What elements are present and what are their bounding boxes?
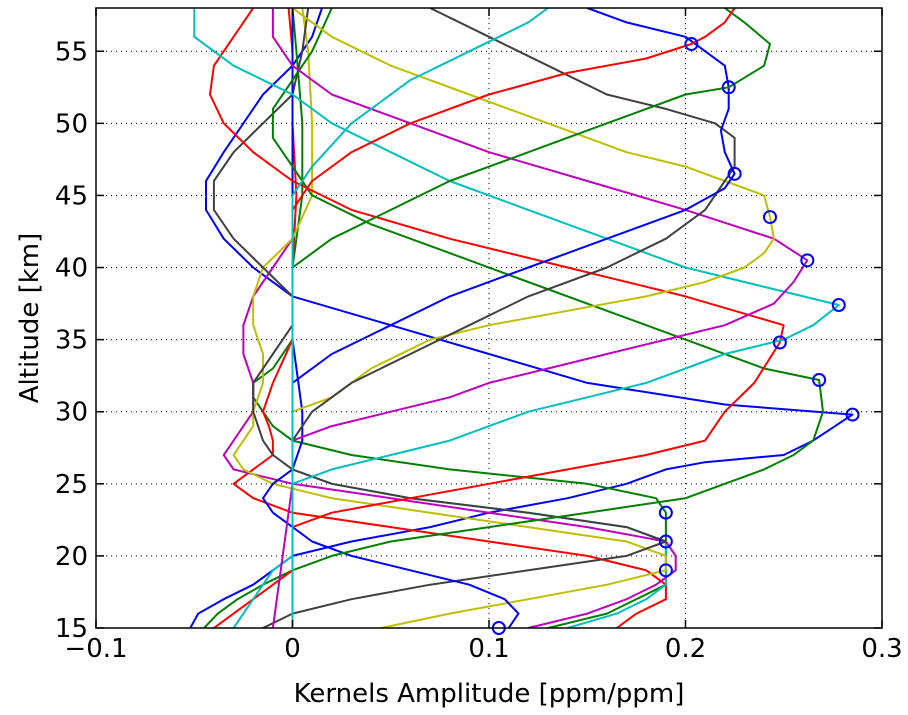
peak-marker-1 — [845, 407, 860, 422]
y-tick-label-4: 35 — [55, 326, 88, 356]
peak-marker-16 — [721, 80, 736, 95]
x-tick-label-0: −0.1 — [64, 634, 127, 664]
peak-marker-2 — [658, 505, 673, 520]
series-group — [189, 8, 854, 628]
peak-marker-10 — [772, 335, 787, 350]
y-tick-label-1: 20 — [55, 542, 88, 572]
kernel-line-13 — [291, 8, 775, 628]
peak-marker-17 — [684, 37, 699, 52]
y-axis-label: Altitude [km] — [15, 233, 45, 404]
x-tick-label-1: 0 — [284, 634, 301, 664]
x-tick-label-3: 0.2 — [665, 634, 706, 664]
kernel-line-12 — [271, 8, 809, 628]
peak-marker-4 — [658, 534, 673, 549]
y-tick-label-6: 45 — [55, 181, 88, 211]
kernel-line-5 — [222, 8, 677, 628]
y-tick-label-8: 55 — [55, 37, 88, 67]
y-tick-label-2: 25 — [55, 470, 88, 500]
ticks-group: −0.1 0 0.1 0.2 0.3 15 20 25 30 35 40 45 50 55 — [55, 8, 903, 664]
kernel-line-7 — [212, 8, 667, 628]
peak-marker-12 — [800, 253, 815, 268]
x-axis-label: Kernels Amplitude [ppm/ppm] — [294, 679, 685, 709]
peak-marker-13 — [762, 210, 777, 225]
kernel-line-9 — [203, 8, 824, 628]
peak-marker-11 — [831, 298, 846, 313]
y-tick-label-0: 15 — [55, 614, 88, 644]
kernel-line-3 — [232, 8, 667, 628]
y-tick-label-3: 30 — [55, 398, 88, 428]
kernel-line-14 — [291, 8, 736, 628]
peak-marker-9 — [812, 373, 827, 387]
kernel-line-6 — [232, 8, 667, 628]
peak-marker-6 — [658, 563, 673, 578]
kernel-line-18 — [291, 8, 549, 628]
y-tick-label-7: 50 — [55, 109, 88, 139]
y-tick-label-5: 40 — [55, 254, 88, 284]
x-tick-label-4: 0.3 — [861, 634, 902, 664]
x-tick-label-2: 0.1 — [468, 634, 509, 664]
markers-group — [491, 37, 860, 635]
peak-marker-15 — [727, 166, 742, 181]
